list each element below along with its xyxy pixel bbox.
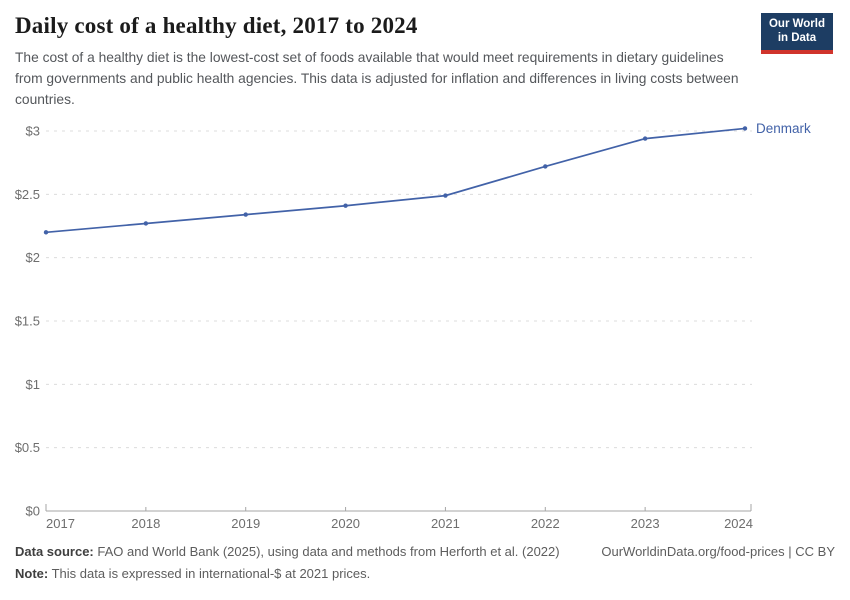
data-point[interactable] [443, 193, 448, 198]
y-axis-label: $2.5 [15, 187, 40, 202]
series-label[interactable]: Denmark [756, 121, 811, 136]
page-title: Daily cost of a healthy diet, 2017 to 20… [15, 13, 418, 38]
chart-header: Daily cost of a healthy diet, 2017 to 20… [15, 13, 835, 111]
note-label: Note: [15, 566, 49, 582]
footer-left: Data source: FAO and World Bank (2025), … [15, 541, 560, 585]
data-point[interactable] [143, 221, 149, 226]
data-source-line: Data source: FAO and World Bank (2025), … [15, 541, 560, 563]
data-point[interactable] [742, 126, 748, 131]
x-axis-label: 2022 [531, 516, 560, 531]
owid-logo-line2: in Data [777, 31, 817, 44]
owid-logo[interactable]: Our World in Data [760, 13, 833, 54]
data-point[interactable] [642, 136, 648, 141]
data-source-label: Data source: [15, 544, 94, 559]
x-axis-label: 2019 [231, 516, 260, 531]
x-axis-label: 2021 [431, 516, 460, 531]
x-axis-label: 2023 [631, 516, 660, 531]
note-line: Note: This data is expressed in internat… [15, 563, 560, 585]
chart-subtitle: The cost of a healthy diet is the lowest… [15, 50, 739, 107]
owid-logo-line1: Our World [768, 18, 825, 30]
x-axis-label: 2017 [46, 516, 75, 531]
y-axis-label: $3 [26, 124, 40, 139]
y-axis-label: $0 [26, 504, 40, 519]
y-axis-label: $1 [26, 377, 40, 392]
x-axis-label: 2018 [131, 516, 160, 531]
data-point[interactable] [343, 203, 348, 208]
license-link[interactable]: OurWorldinData.org/food-prices | CC BY [601, 544, 835, 559]
chart-footer: Data source: FAO and World Bank (2025), … [15, 541, 835, 585]
data-source-text: FAO and World Bank (2025), using data an… [93, 544, 560, 559]
data-point[interactable] [543, 164, 548, 169]
y-axis-label: $0.5 [15, 440, 40, 455]
x-axis-label: 2020 [331, 516, 360, 531]
x-axis-label: 2024 [724, 516, 753, 531]
data-point[interactable] [243, 212, 248, 217]
y-axis-label: $1.5 [15, 314, 40, 329]
note-text: This data is expressed in international-… [48, 566, 371, 582]
data-point[interactable] [43, 230, 49, 235]
series-line-denmark[interactable] [45, 127, 746, 234]
y-axis-label: $2 [26, 250, 40, 265]
